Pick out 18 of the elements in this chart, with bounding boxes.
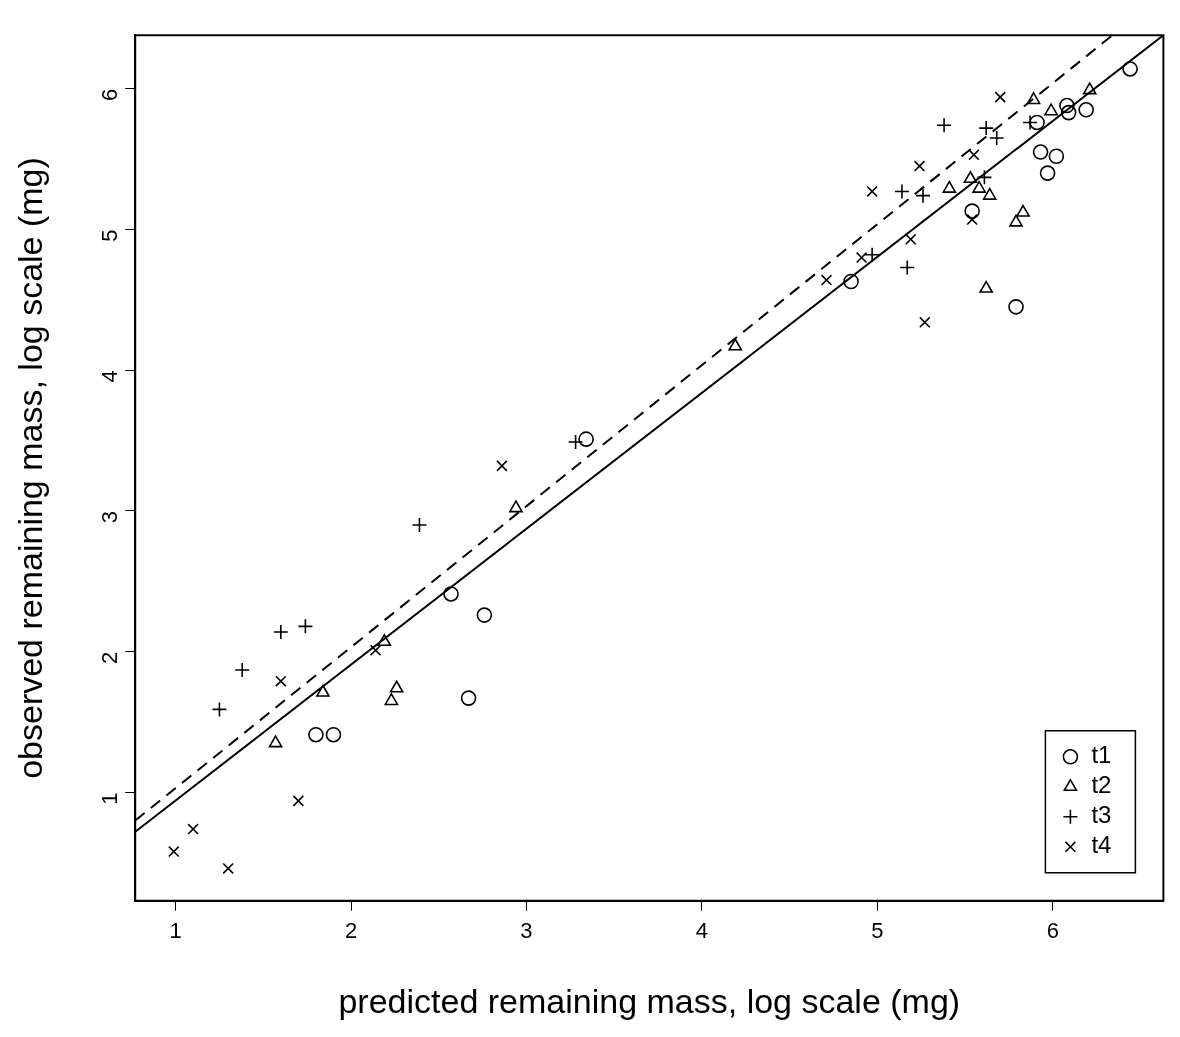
x-tick-label: 2 bbox=[344, 918, 358, 944]
y-axis-title: observed remaining mass, log scale (mg) bbox=[10, 157, 49, 779]
x-axis-title: predicted remaining mass, log scale (mg) bbox=[338, 981, 961, 1020]
x-tick-label: 5 bbox=[871, 918, 884, 944]
y-tick-label: 1 bbox=[97, 792, 123, 805]
y-tick-label: 6 bbox=[97, 88, 123, 101]
legend-label: t3 bbox=[1091, 801, 1112, 829]
x-tick-label: 4 bbox=[695, 918, 709, 944]
legend-label: t2 bbox=[1091, 771, 1112, 799]
x-tick-label: 6 bbox=[1046, 918, 1059, 944]
legend-label: t4 bbox=[1091, 831, 1112, 859]
x-tick-label: 3 bbox=[520, 918, 533, 944]
legend-label: t1 bbox=[1091, 741, 1112, 769]
y-tick-label: 2 bbox=[97, 651, 123, 664]
y-tick-label: 4 bbox=[97, 370, 123, 383]
y-tick-label: 5 bbox=[97, 229, 123, 242]
y-tick-label: 3 bbox=[97, 510, 123, 524]
x-tick-label: 1 bbox=[169, 918, 182, 944]
